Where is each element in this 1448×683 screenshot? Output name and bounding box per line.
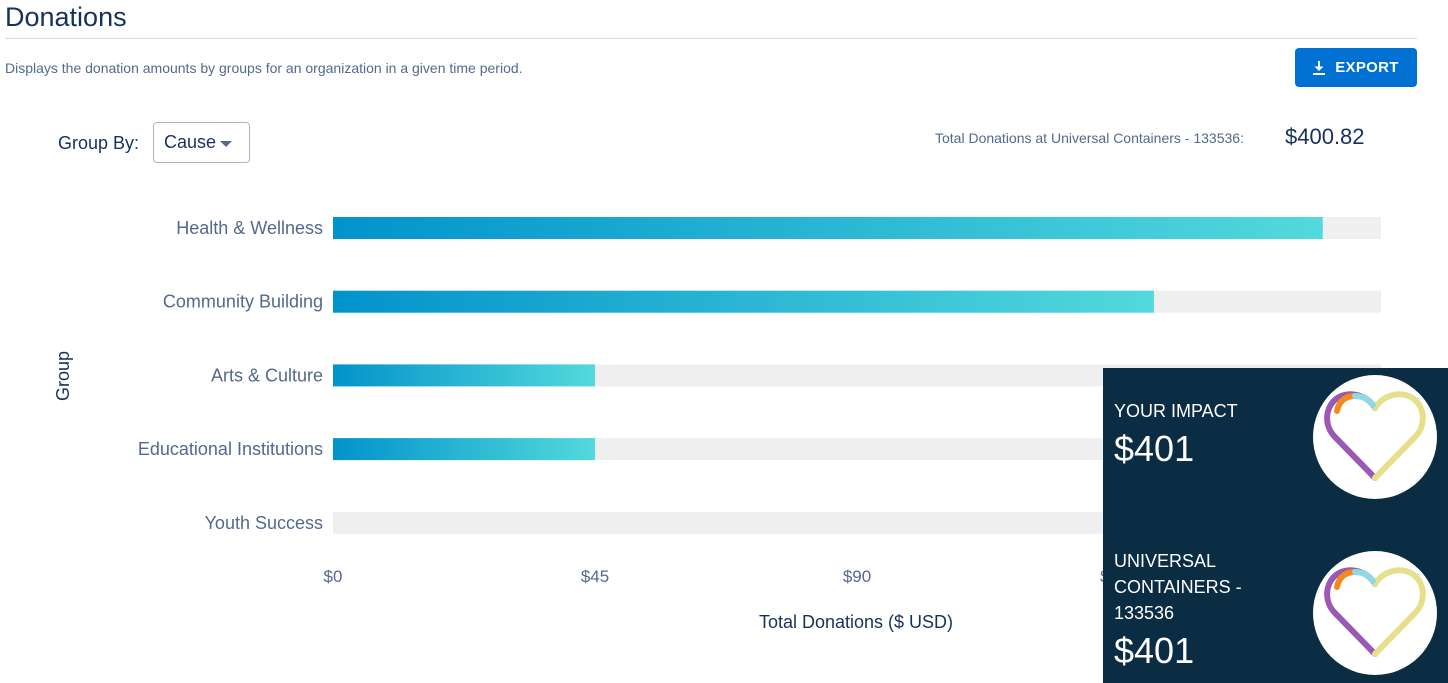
page-title: Donations [5,2,127,32]
bar[interactable] [333,217,1323,239]
export-button-label: EXPORT [1335,59,1399,76]
x-tick-label: $90 [843,567,871,586]
chevron-down-icon [220,141,232,147]
x-tick-label: $45 [581,567,609,586]
org-impact-label: UNIVERSAL CONTAINERS - 133536 [1114,551,1242,623]
x-axis-label: Total Donations ($ USD) [759,612,953,632]
org-impact-badge [1313,551,1437,675]
group-by-value: Cause [164,132,217,152]
your-impact-amount: $401 [1114,428,1195,469]
total-donations-label: Total Donations at Universal Containers … [935,130,1244,146]
page-description: Displays the donation amounts by groups … [5,60,523,76]
impact-panel: YOUR IMPACT $401 UNIVERSAL CONTAINERS - … [1103,368,1448,683]
bar[interactable] [333,290,1154,313]
category-label: Health & Wellness [176,218,323,238]
download-icon [1313,60,1326,75]
bar[interactable] [333,364,595,387]
group-by-label: Group By: [58,133,140,153]
title-divider [5,38,1417,39]
export-button[interactable]: EXPORT [1295,48,1417,87]
your-impact-badge [1313,375,1437,499]
y-axis-label: Group [53,351,73,401]
category-label: Youth Success [205,513,323,533]
x-tick-label: $0 [324,567,343,586]
total-donations-value: $400.82 [1285,124,1365,149]
your-impact-label: YOUR IMPACT [1114,401,1238,421]
bar[interactable] [333,438,595,461]
category-label: Educational Institutions [138,439,323,459]
heart-icon [1324,391,1426,481]
heart-icon [1324,567,1426,657]
category-label: Arts & Culture [211,365,323,385]
org-impact-amount: $401 [1114,630,1195,671]
group-by-select[interactable]: Cause [153,122,250,163]
category-label: Community Building [163,292,323,312]
